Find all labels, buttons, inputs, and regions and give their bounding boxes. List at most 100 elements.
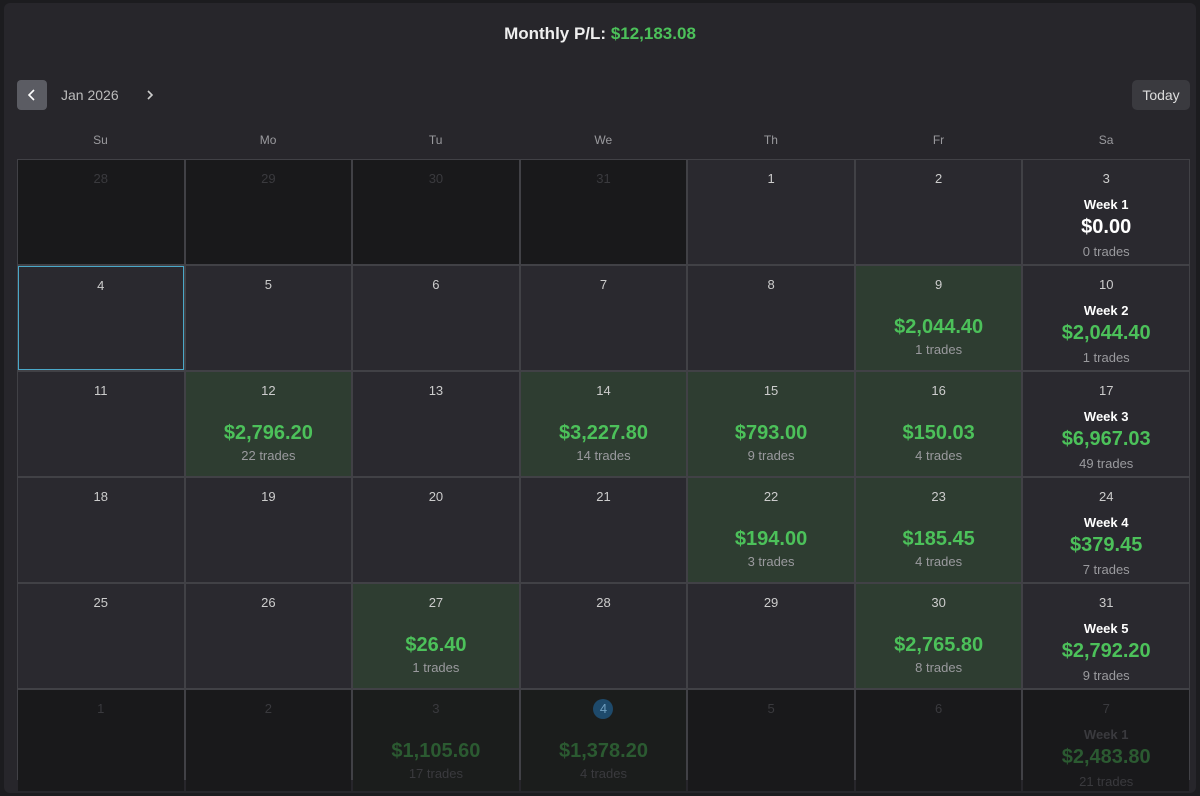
day-cell[interactable]: 3 Week 1 $0.00 0 trades (1023, 160, 1189, 264)
pnl-value: $150.03 (902, 422, 975, 444)
week-label: Week 1 (1083, 727, 1129, 742)
day-cell[interactable]: 30 (353, 160, 519, 264)
day-cell[interactable]: 31 Week 5 $2,792.20 9 trades (1023, 584, 1189, 688)
day-cell[interactable]: 24 Week 4 $379.45 7 trades (1023, 478, 1189, 582)
chevron-right (147, 90, 154, 100)
day-cell[interactable]: 4 $1,378.20 4 trades (520, 690, 687, 791)
prev-button[interactable] (17, 80, 47, 110)
pnl-value: $2,044.40 (1061, 322, 1151, 344)
pnl-value: $2,792.20 (1061, 640, 1151, 662)
day-cell[interactable]: 18 (18, 478, 184, 582)
day-number: 30 (428, 171, 444, 186)
day-number: 5 (767, 701, 775, 716)
pl-value: $12,183.08 (610, 24, 696, 43)
day-number: 4 (97, 278, 105, 293)
pnl-value: $2,796.20 (223, 422, 313, 444)
day-cell[interactable]: 6 (855, 690, 1022, 791)
day-number: 28 (596, 595, 611, 610)
day-number: 16 (931, 383, 946, 398)
week-label: Week 3 (1083, 409, 1129, 424)
day-cell[interactable]: 29 (688, 584, 854, 688)
day-cell[interactable]: 9 $2,044.40 1 trades (855, 266, 1022, 370)
pnl-value: $2,044.40 (894, 316, 984, 338)
pl-label: Monthly P/L: (504, 24, 607, 43)
trade-count: 4 trades (915, 554, 963, 569)
week-label: Week 4 (1083, 515, 1129, 530)
day-number: 19 (261, 489, 276, 504)
day-number: 28 (93, 171, 109, 186)
pnl-value: $26.40 (405, 634, 467, 656)
day-number: 12 (261, 383, 276, 398)
day-number: 6 (432, 277, 440, 292)
day-cell[interactable]: 2 (185, 690, 352, 791)
day-number: 26 (261, 595, 276, 610)
weekday-label: We (594, 133, 613, 147)
day-cell[interactable]: 15 $793.00 9 trades (688, 372, 854, 476)
today-button[interactable]: Today (1132, 80, 1190, 110)
day-cell[interactable]: 19 (185, 478, 352, 582)
day-cell[interactable]: 11 (18, 372, 184, 476)
pnl-value: $793.00 (734, 422, 808, 444)
day-cell[interactable]: 27 $26.40 1 trades (353, 584, 519, 688)
day-number: 20 (428, 489, 444, 504)
day-cell[interactable]: 7 Week 1 $2,483.80 21 trades (1023, 690, 1189, 791)
weekday-label: Su (93, 133, 108, 147)
day-number: 23 (931, 489, 946, 504)
day-cell[interactable]: 6 (353, 266, 519, 370)
trade-count: 4 trades (915, 448, 963, 463)
day-number: 6 (935, 701, 943, 716)
weekday-label: Mo (259, 133, 277, 147)
weekday-label: Tu (428, 133, 443, 147)
day-cell[interactable]: 28 (520, 584, 687, 688)
day-number: 22 (763, 489, 779, 504)
day-cell[interactable]: 5 (688, 690, 854, 791)
day-number: 10 (1098, 277, 1114, 292)
day-number: 27 (428, 595, 444, 610)
day-cell[interactable]: 13 (353, 372, 519, 476)
day-number: 3 (432, 701, 440, 716)
day-cell[interactable]: 25 (18, 584, 184, 688)
day-cell[interactable]: 10 Week 2 $2,044.40 1 trades (1023, 266, 1189, 370)
day-number: 25 (93, 595, 109, 610)
day-number: 3 (1102, 171, 1110, 186)
trade-count: 4 trades (580, 766, 627, 781)
day-cell[interactable]: 30 $2,765.80 8 trades (855, 584, 1022, 688)
day-cell[interactable]: 23 $185.45 4 trades (855, 478, 1022, 582)
day-cell[interactable]: 28 (18, 160, 184, 264)
day-cell[interactable]: 22 $194.00 3 trades (688, 478, 854, 582)
day-number: 18 (93, 489, 109, 504)
day-cell[interactable]: 1 (688, 160, 854, 264)
weekday-label: Th (763, 133, 778, 147)
day-cell[interactable]: 12 $2,796.20 22 trades (185, 372, 352, 476)
day-cell[interactable]: 16 $150.03 4 trades (855, 372, 1022, 476)
day-cell[interactable]: 17 Week 3 $6,967.03 49 trades (1023, 372, 1189, 476)
day-cell[interactable]: 1 (18, 690, 184, 791)
day-cell[interactable]: 4 (18, 266, 184, 370)
day-number: 8 (767, 277, 775, 292)
next-button[interactable] (142, 87, 158, 103)
trade-count: 22 trades (241, 448, 296, 463)
day-number: 21 (596, 489, 611, 504)
day-number: 29 (763, 595, 779, 610)
day-cell[interactable]: 2 (855, 160, 1022, 264)
day-cell[interactable]: 21 (520, 478, 687, 582)
day-cell[interactable]: 20 (353, 478, 519, 582)
day-cell[interactable]: 29 (185, 160, 352, 264)
day-number: 31 (596, 171, 611, 186)
week-label: Week 5 (1083, 621, 1129, 636)
trade-count: 17 trades (408, 766, 464, 781)
day-cell[interactable]: 26 (185, 584, 352, 688)
trade-count: 1 trades (915, 342, 963, 357)
day-number: 15 (763, 383, 779, 398)
day-cell[interactable]: 7 (520, 266, 687, 370)
day-number: 5 (264, 277, 272, 292)
pnl-value: $1,105.60 (391, 740, 481, 762)
day-cell[interactable]: 3 $1,105.60 17 trades (353, 690, 519, 791)
day-cell[interactable]: 5 (185, 266, 352, 370)
month-label: Jan 2026 (61, 87, 119, 103)
day-cell[interactable]: 8 (688, 266, 854, 370)
day-cell[interactable]: 14 $3,227.80 14 trades (520, 372, 687, 476)
day-number: 1 (97, 701, 105, 716)
day-cell[interactable]: 31 (520, 160, 687, 264)
day-number: 29 (261, 171, 276, 186)
